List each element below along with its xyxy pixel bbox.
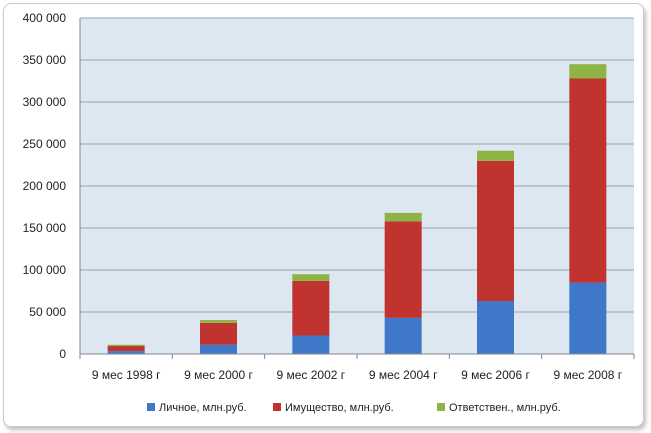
x-tick-label: 9 мес 2004 г [369,368,438,382]
bar-segment-3 [200,319,237,323]
bar-segment-3 [477,150,514,161]
y-tick-label: 350 000 [23,53,67,67]
bar-segment-1 [200,344,237,354]
y-tick-label: 250 000 [23,137,67,151]
bar-segment-1 [292,335,330,354]
bar-segment-2 [107,346,145,352]
legend-swatch [273,403,281,411]
y-tick-label: 0 [59,347,66,361]
axes [79,18,635,359]
legend-label: Ответствен., млн.руб. [449,402,561,414]
y-tick-labels: 0 50 000 100 000 150 000 200 000 250 000 300 0… [23,11,67,361]
legend-swatch [147,403,155,411]
x-tick-label: 9 мес 2002 г [276,368,345,382]
y-tick-label: 50 000 [29,305,66,319]
x-tick-label: 9 мес 2008 г [553,368,622,382]
x-tick-label: 9 мес 2000 г [184,368,253,382]
bars-group [107,64,607,354]
y-tick-label: 300 000 [23,95,67,109]
y-tick-label: 400 000 [23,11,67,25]
bar-segment-3 [569,64,607,79]
bar-segment-1 [569,282,607,354]
bar-segment-3 [107,344,145,347]
bar-segment-2 [200,322,237,345]
bar-segment-3 [292,274,330,281]
x-tick-label: 9 мес 2006 г [461,368,530,382]
gridlines [80,17,634,355]
bar-segment-2 [384,221,422,318]
y-tick-label: 200 000 [23,179,67,193]
legend-label: Имущество, млн.руб. [285,402,394,414]
bar-segment-1 [384,317,422,354]
x-tick-labels: 9 мес 1998 г 9 мес 2000 г 9 мес 2002 г 9 ме… [92,368,623,382]
bar-segment-3 [384,212,422,222]
legend-label: Личное, млн.руб. [159,402,247,414]
legend-swatch [437,403,445,411]
bar-segment-2 [292,280,330,336]
y-tick-label: 150 000 [23,221,67,235]
bar-segment-1 [107,351,145,354]
bar-segment-2 [569,78,607,283]
legend: Личное, млн.руб. Имущество, млн.руб. Ответ… [147,402,561,414]
y-tick-label: 100 000 [23,263,67,277]
bar-segment-1 [477,301,514,354]
x-tick-label: 9 мес 1998 г [92,368,161,382]
bar-segment-2 [477,160,514,302]
